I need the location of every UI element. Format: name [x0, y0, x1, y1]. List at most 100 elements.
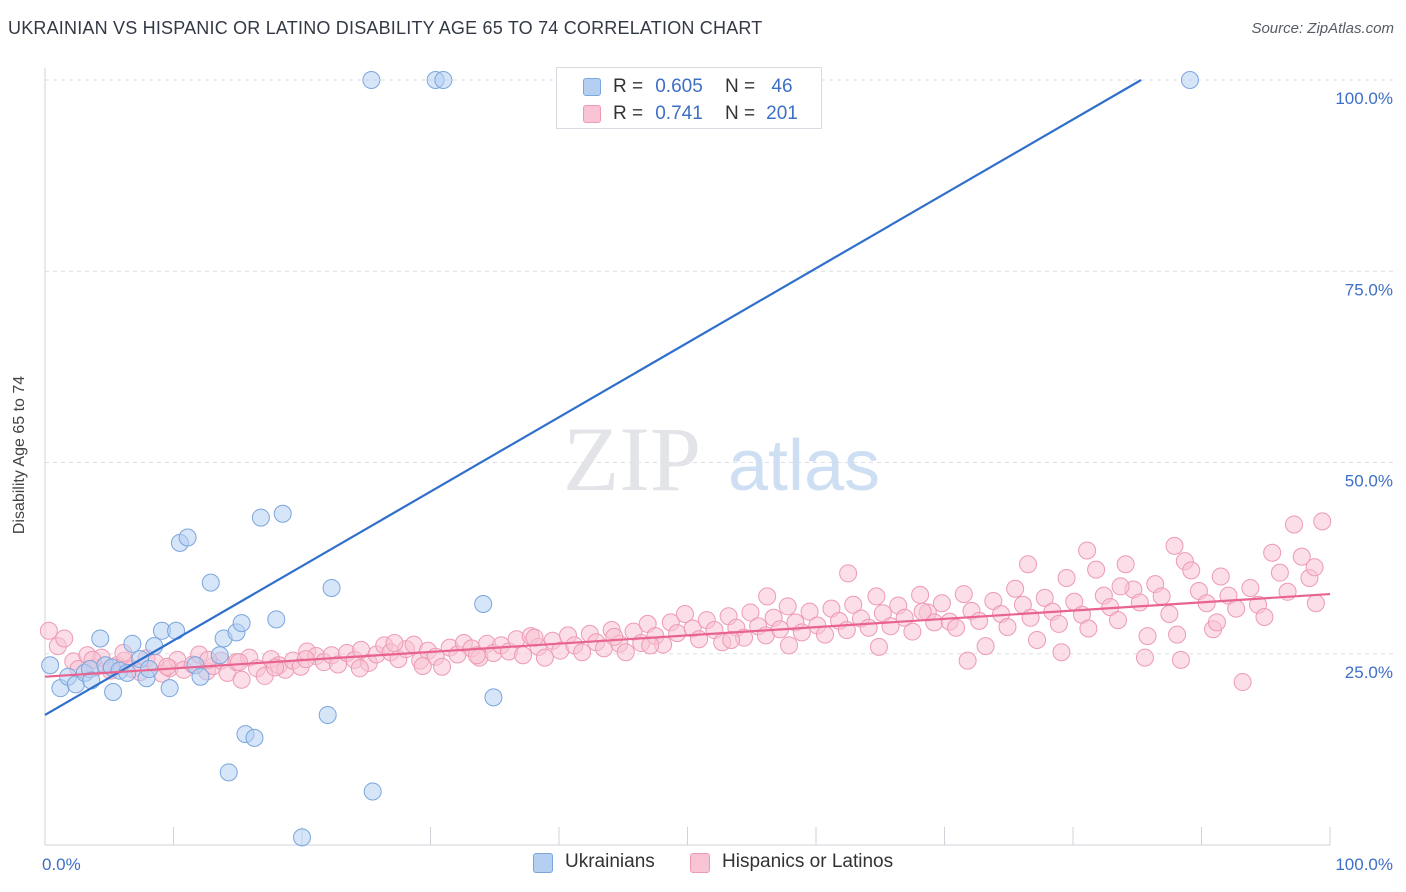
hispanic-point [616, 643, 635, 662]
hispanic-point [1160, 604, 1179, 623]
ukrainian-point [322, 578, 341, 597]
hispanic-point [1108, 611, 1127, 630]
hispanic-point [1263, 543, 1282, 562]
hispanic-point [976, 637, 995, 656]
ukrainian-point [434, 71, 453, 89]
bottom-legend-swatch-pink [690, 853, 710, 873]
axes [44, 68, 1331, 846]
hispanic-trend-line [44, 592, 1331, 678]
legend-swatch-blue [583, 78, 601, 96]
legend-row-hispanics: R = 0.741 N = 201 [557, 101, 823, 129]
hispanic-point [1292, 547, 1311, 566]
hispanic-point [792, 623, 811, 642]
ukrainian-point [178, 528, 197, 547]
hispanic-point [1111, 577, 1130, 596]
bottom-legend-swatch-blue [533, 853, 553, 873]
legend-n-label: N = [725, 103, 756, 124]
hispanic-point [800, 602, 819, 621]
hispanic-point [1227, 599, 1246, 618]
hispanic-point [1207, 613, 1226, 632]
bottom-legend-hispanics: Hispanics or Latinos [690, 851, 920, 877]
hispanic-point [869, 637, 888, 656]
hispanic-point [668, 624, 687, 643]
correlation-legend: R = 0.605 N = 46 R = 0.741 N = 201 [556, 67, 822, 129]
legend-r-value: 0.605 [655, 76, 703, 97]
hispanic-point [535, 648, 554, 667]
ukrainian-point [267, 610, 286, 629]
legend-r-label: R = [613, 103, 644, 124]
hispanic-point [413, 656, 432, 675]
hispanic-point [55, 629, 74, 648]
hispanic-point [815, 625, 834, 644]
hispanic-point [514, 646, 533, 665]
y-tick-label: 50.0% [1345, 472, 1393, 491]
ukrainian-point [362, 71, 381, 89]
hispanic-point [958, 651, 977, 670]
ukrainian-point [210, 646, 229, 665]
x-tick-label: 100.0% [1335, 855, 1393, 874]
ukrainian-point [474, 595, 493, 614]
hispanic-point [1052, 643, 1071, 662]
hispanic-point [741, 603, 760, 622]
hispanic-point [932, 594, 951, 613]
hispanic-point [605, 627, 624, 646]
hispanic-point [1116, 555, 1135, 574]
hispanic-point [1079, 619, 1098, 638]
hispanic-point [867, 587, 886, 606]
ukrainian-point [273, 504, 292, 523]
ukrainian-point [123, 634, 142, 653]
ukrainian-point [219, 763, 238, 782]
hispanic-point [232, 670, 251, 689]
watermark-atlas: atlas [728, 426, 880, 506]
ukrainian-point [484, 688, 503, 707]
y-tick-label: 75.0% [1345, 280, 1393, 299]
hispanic-point [911, 585, 930, 604]
bottom-legend-label: Ukrainians [565, 851, 655, 872]
watermark-zip: ZIP [563, 408, 701, 510]
hispanic-point [433, 657, 452, 676]
ukrainian-point [1180, 71, 1199, 89]
ukrainian-point [293, 828, 311, 847]
hispanic-point [467, 646, 486, 665]
ukrainian-point [201, 573, 220, 592]
hispanic-point [230, 653, 249, 672]
hispanic-point [350, 659, 369, 678]
hispanic-point [778, 597, 797, 616]
hispanic-point [1152, 587, 1171, 606]
hispanic-point [1306, 594, 1325, 613]
ukrainian-point [318, 705, 337, 724]
hispanic-point [1057, 569, 1076, 588]
ukrainian-point [232, 614, 251, 633]
hispanic-point [641, 636, 660, 655]
hispanic-point [1135, 648, 1154, 667]
hispanic-point [1285, 515, 1304, 534]
tick-labels: 25.0% 50.0% 75.0% 100.0% 0.0% 100.0% [42, 89, 1393, 874]
ukrainian-point [251, 508, 270, 527]
hispanic-point [1255, 608, 1274, 627]
ukrainian-points [41, 71, 1199, 847]
x-tick-label: 0.0% [42, 855, 81, 874]
hispanic-point [675, 604, 694, 623]
legend-row-ukrainians: R = 0.605 N = 46 [557, 74, 823, 102]
y-tick-label: 100.0% [1335, 89, 1393, 108]
hispanic-point [970, 611, 989, 630]
legend-r-label: R = [613, 76, 644, 97]
hispanic-point [1233, 673, 1252, 692]
y-axis-label: Disability Age 65 to 74 [11, 375, 28, 535]
hispanic-point [1006, 579, 1025, 598]
watermark: ZIP atlas [563, 408, 880, 510]
hispanic-point [859, 618, 878, 637]
hispanic-point [1087, 560, 1106, 579]
ukrainian-trend-line [44, 79, 1142, 716]
hispanic-point [158, 657, 177, 676]
hispanic-point [780, 636, 799, 655]
hispanic-point [385, 634, 404, 653]
hispanic-point [758, 587, 777, 606]
hispanic-point [954, 585, 973, 604]
hispanic-point [1035, 588, 1054, 607]
hispanic-point [1138, 627, 1157, 646]
ukrainian-point [160, 679, 179, 698]
hispanic-point [1168, 625, 1187, 644]
hispanic-point [1165, 536, 1184, 555]
